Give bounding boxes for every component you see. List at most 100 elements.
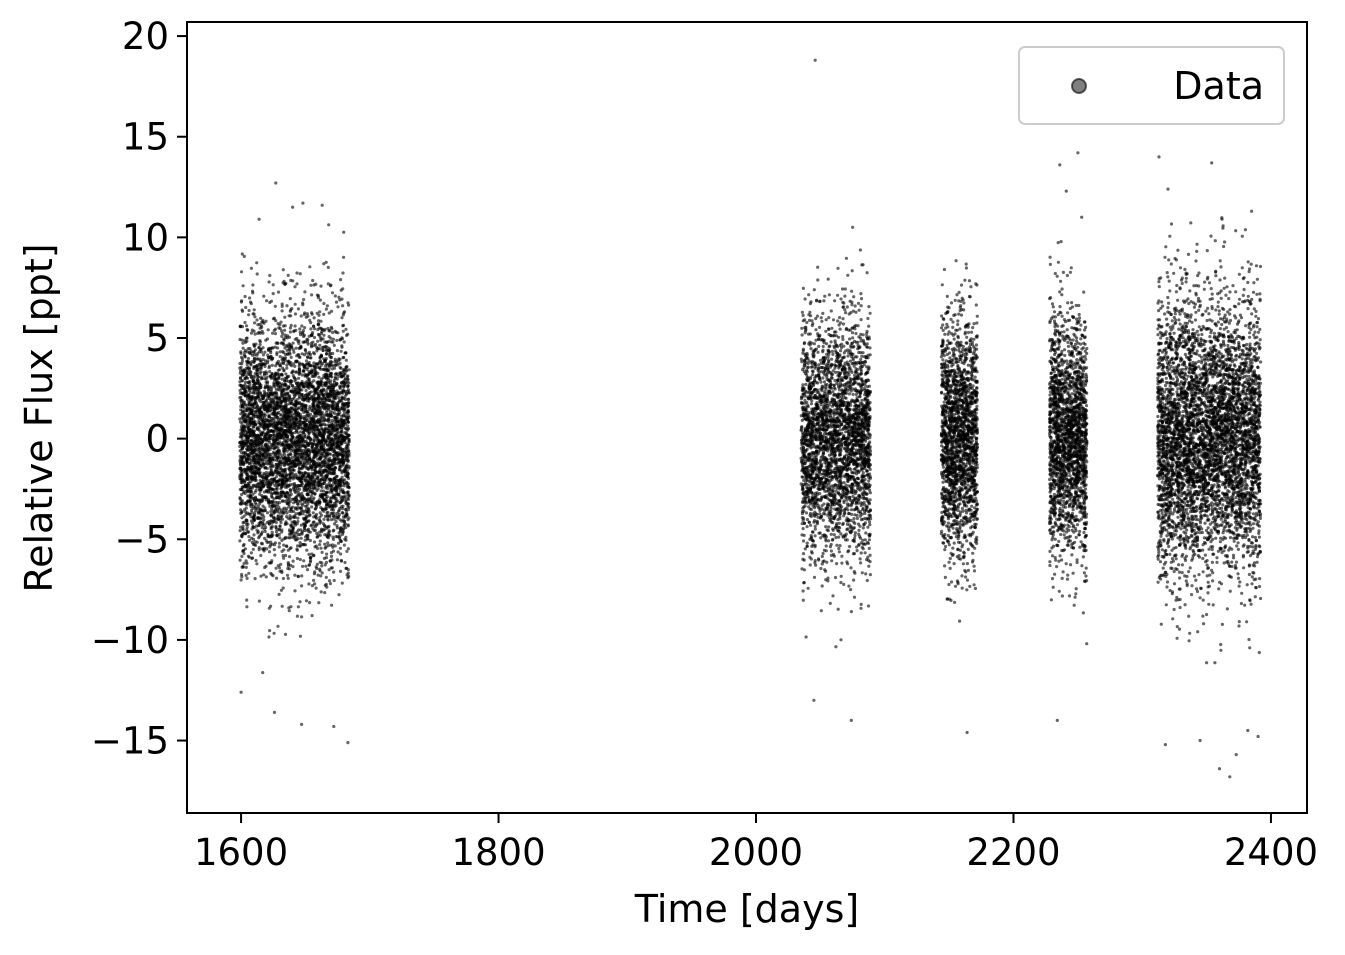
data-point [312,540,317,544]
data-point [318,543,322,547]
data-point [328,559,332,563]
data-point [328,361,332,365]
data-point [327,433,331,437]
data-point [303,484,308,488]
data-point [344,446,348,450]
data-point [290,370,295,374]
data-point [262,518,266,522]
data-point [250,289,255,293]
data-point [315,531,319,535]
data-point [280,394,285,398]
data-point [329,355,333,359]
data-point [340,316,344,320]
data-point [324,357,328,361]
data-point [253,400,257,404]
data-point [338,569,343,574]
data-point [319,377,323,381]
data-point [314,342,318,347]
data-point [273,396,278,400]
data-point [308,390,312,395]
data-point [282,548,286,552]
data-point [280,334,284,338]
data-point [241,384,246,388]
data-point [313,528,317,533]
data-point [344,351,348,355]
data-point [271,464,275,469]
data-point [329,372,333,376]
data-point [289,308,293,312]
data-point [330,309,334,313]
data-point [333,415,337,419]
data-point [293,285,297,289]
data-point [299,414,303,418]
data-point [268,465,273,469]
data-point [306,342,310,346]
data-point [334,514,338,518]
data-point [342,230,346,234]
data-point [295,548,299,552]
data-point [253,495,258,499]
data-point [247,308,251,313]
data-point [305,337,309,341]
data-point [264,525,268,530]
data-point [273,541,277,545]
data-point [257,379,261,383]
data-point [323,546,327,550]
data-point [346,547,350,551]
data-point [347,368,351,372]
data-point [330,566,334,570]
data-point [323,372,327,376]
data-point [239,399,243,403]
data-point [240,422,244,426]
data-point [251,440,255,444]
data-point [346,374,350,378]
data-point [294,346,298,350]
data-point [298,449,302,453]
data-point [322,333,326,337]
data-point [241,341,245,345]
data-point [278,569,282,573]
data-point [302,385,306,389]
data-point [293,312,298,316]
data-point [303,290,307,294]
data-point [294,476,298,480]
data-point [240,554,244,559]
data-point [306,497,310,501]
data-point [319,590,323,594]
data-point [299,484,303,488]
data-point [311,456,316,460]
data-point [328,484,332,488]
data-point [259,533,263,537]
data-point [301,331,305,335]
data-point [312,394,316,398]
data-point [274,525,278,530]
data-point [317,518,321,522]
data-point [319,527,324,531]
data-point [240,572,244,577]
data-point [264,319,268,323]
data-point [336,403,340,408]
data-point [247,535,251,539]
data-point [328,504,332,508]
data-point [304,447,308,451]
data-point [289,605,293,609]
data-point [310,614,314,618]
data-point [300,455,304,459]
data-point [250,477,254,481]
data-point [332,411,337,415]
data-point [300,584,304,588]
data-point [279,462,283,466]
data-point [290,468,295,472]
data-point [257,396,261,400]
data-point [336,331,340,335]
data-point [251,492,255,496]
data-point [284,433,288,437]
data-point [243,389,247,393]
data-point [276,624,280,628]
data-point [312,477,316,481]
data-point [264,437,268,441]
data-point [333,544,337,548]
data-point [261,671,265,675]
data-point [263,386,267,390]
